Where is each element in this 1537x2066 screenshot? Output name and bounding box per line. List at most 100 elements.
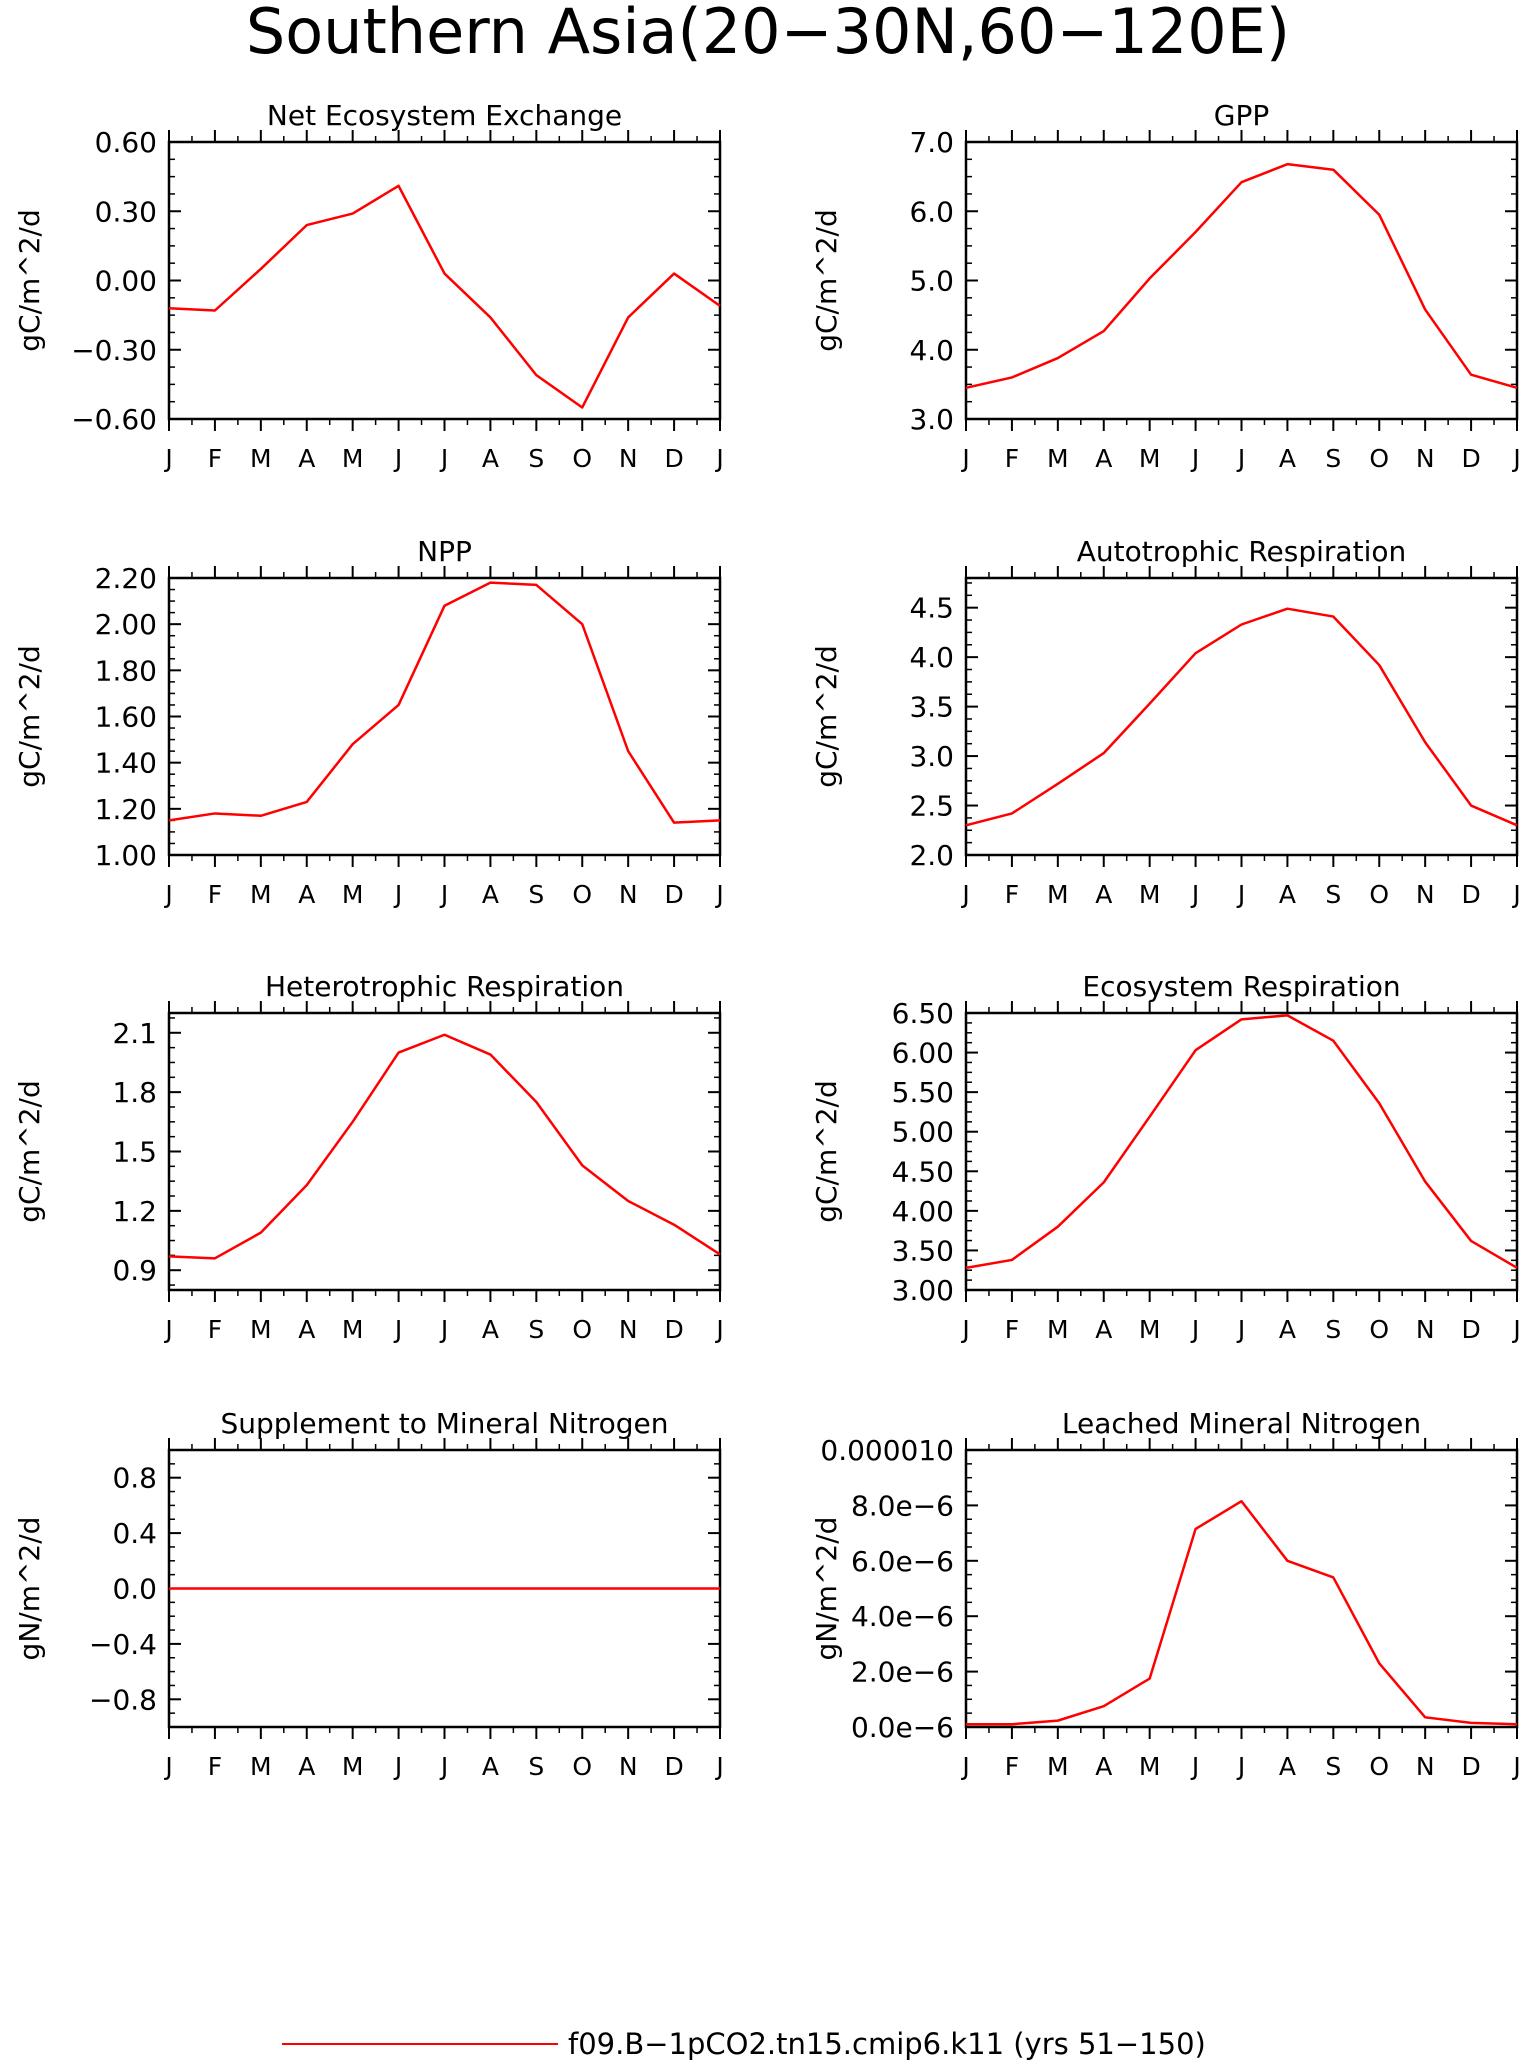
ecosystem-respiration-y-tick-label: 6.50: [892, 997, 954, 1030]
gpp-y-axis-label: gC/m^2/d: [810, 209, 843, 352]
net-ecosystem-exchange-x-tick-label: N: [619, 444, 638, 473]
heterotrophic-respiration-plot-frame: [167, 1011, 722, 1292]
npp-y-tick-label: 1.20: [95, 793, 157, 826]
gpp-y-tick-label: 4.0: [909, 334, 954, 367]
ecosystem-respiration-x-tick-label: A: [1095, 1315, 1112, 1344]
supplement-to-mineral-nitrogen-y-axis-label: gN/m^2/d: [13, 1517, 46, 1661]
leached-mineral-nitrogen-title: Leached Mineral Nitrogen: [1062, 1407, 1421, 1440]
leached-mineral-nitrogen-x-tick-label: A: [1279, 1752, 1296, 1781]
supplement-to-mineral-nitrogen-x-tick-label: F: [208, 1752, 222, 1781]
npp-x-tick-label: D: [664, 880, 683, 909]
net-ecosystem-exchange-x-tick-label: A: [298, 444, 315, 473]
leached-mineral-nitrogen-x-tick-label: J: [960, 1752, 969, 1781]
autotrophic-respiration-x-tick-label: A: [1095, 880, 1112, 909]
npp-y-tick-label: 1.80: [95, 654, 157, 687]
heterotrophic-respiration-series-line: [168, 1033, 721, 1260]
heterotrophic-respiration-x-tick-label: J: [439, 1315, 448, 1344]
ecosystem-respiration-plot-frame: [964, 1011, 1519, 1292]
ecosystem-respiration-x-tick-label: D: [1461, 1315, 1480, 1344]
autotrophic-respiration-y-tick-label: 2.0: [909, 839, 954, 872]
autotrophic-respiration-x-tick-label: D: [1461, 880, 1480, 909]
net-ecosystem-exchange-y-tick-label: 0.60: [95, 126, 157, 159]
heterotrophic-respiration-y-axis-label: gC/m^2/d: [13, 1080, 46, 1223]
supplement-to-mineral-nitrogen-title: Supplement to Mineral Nitrogen: [221, 1407, 669, 1440]
leached-mineral-nitrogen-x-tick-label: O: [1369, 1752, 1389, 1781]
leached-mineral-nitrogen-series-line: [966, 1499, 1518, 1726]
panel-autotrophic-respiration: J F M A M J J A S O N D J2.02.53.03.54.04.5Autotroph…: [810, 535, 1521, 909]
heterotrophic-respiration-x-tick-label: M: [250, 1315, 272, 1344]
supplement-to-mineral-nitrogen-x-tick-label: N: [619, 1752, 638, 1781]
ecosystem-respiration-y-tick-label: 6.00: [892, 1037, 954, 1070]
npp-x-tick-label: J: [439, 880, 448, 909]
panel-leached-mineral-nitrogen: J F M A M J J A S O N D J0.0e−62.0e−64.0e−66.0e−68.0…: [810, 1407, 1521, 1781]
autotrophic-respiration-x-tick-label: J: [1190, 880, 1199, 909]
npp-x-tick-label: N: [619, 880, 638, 909]
gpp-series-line: [965, 162, 1518, 390]
autotrophic-respiration-x-tick-label: M: [1139, 880, 1161, 909]
gpp-title: GPP: [1214, 99, 1269, 132]
gpp-y-tick-label: 3.0: [909, 403, 954, 436]
heterotrophic-respiration-x-tick-label: J: [393, 1315, 402, 1344]
leached-mineral-nitrogen-x-tick-label: J: [1236, 1752, 1245, 1781]
supplement-to-mineral-nitrogen-x-tick-label: J: [163, 1752, 172, 1781]
supplement-to-mineral-nitrogen-y-tick-label: −0.8: [89, 1683, 157, 1716]
npp-x-tick-label: A: [298, 880, 315, 909]
ecosystem-respiration-y-tick-label: 4.00: [892, 1195, 954, 1228]
net-ecosystem-exchange-x-tick-label: M: [342, 444, 364, 473]
leached-mineral-nitrogen-y-tick-label: 0.000010: [820, 1434, 954, 1467]
panel-ecosystem-respiration: J F M A M J J A S O N D J3.003.504.004.505.005.506.0…: [810, 970, 1521, 1344]
net-ecosystem-exchange-series-line: [168, 184, 721, 409]
gpp-y-tick-label: 7.0: [909, 126, 954, 159]
panel-npp: J F M A M J J A S O N D J1.001.201.401.601.802.002.2…: [13, 535, 724, 909]
net-ecosystem-exchange-x-tick-label: J: [714, 444, 723, 473]
leached-mineral-nitrogen-x-tick-label: J: [1190, 1752, 1199, 1781]
gpp-x-tick-label: J: [960, 444, 969, 473]
supplement-to-mineral-nitrogen-x-tick-label: A: [298, 1752, 315, 1781]
supplement-to-mineral-nitrogen-x-tick-label: D: [664, 1752, 683, 1781]
leached-mineral-nitrogen-x-tick-label: N: [1416, 1752, 1435, 1781]
ecosystem-respiration-y-axis-label: gC/m^2/d: [810, 1080, 843, 1223]
net-ecosystem-exchange-x-tick-label: S: [528, 444, 544, 473]
ecosystem-respiration-x-tick-label: N: [1416, 1315, 1435, 1344]
supplement-to-mineral-nitrogen-x-tick-label: J: [393, 1752, 402, 1781]
ecosystem-respiration-x-tick-label: J: [1190, 1315, 1199, 1344]
heterotrophic-respiration-y-tick-label: 2.1: [112, 1017, 157, 1050]
leached-mineral-nitrogen-x-tick-label: J: [1511, 1752, 1520, 1781]
net-ecosystem-exchange-x-tick-label: J: [393, 444, 402, 473]
gpp-x-tick-label: M: [1139, 444, 1161, 473]
supplement-to-mineral-nitrogen-y-tick-label: 0.0: [112, 1573, 157, 1606]
gpp-x-tick-label: J: [1236, 444, 1245, 473]
autotrophic-respiration-x-tick-label: J: [1236, 880, 1245, 909]
panel-heterotrophic-respiration: J F M A M J J A S O N D J0.91.21.51.82.1Heterotrophi…: [13, 970, 724, 1344]
ecosystem-respiration-y-tick-label: 5.50: [892, 1076, 954, 1109]
autotrophic-respiration-x-tick-label: F: [1005, 880, 1019, 909]
autotrophic-respiration-series-line: [965, 607, 1518, 827]
npp-x-tick-label: O: [572, 880, 592, 909]
net-ecosystem-exchange-x-tick-label: D: [664, 444, 683, 473]
heterotrophic-respiration-x-tick-label: M: [342, 1315, 364, 1344]
heterotrophic-respiration-x-tick-label: S: [528, 1315, 544, 1344]
gpp-y-tick-label: 5.0: [909, 265, 954, 298]
leached-mineral-nitrogen-y-tick-label: 6.0e−6: [851, 1545, 954, 1578]
heterotrophic-respiration-y-tick-label: 1.8: [112, 1076, 157, 1109]
ecosystem-respiration-x-tick-label: O: [1369, 1315, 1389, 1344]
leached-mineral-nitrogen-x-tick-label: S: [1325, 1752, 1341, 1781]
npp-y-tick-label: 2.00: [95, 608, 157, 641]
supplement-to-mineral-nitrogen-x-tick-label: S: [528, 1752, 544, 1781]
supplement-to-mineral-nitrogen-y-tick-label: 0.4: [112, 1517, 157, 1550]
heterotrophic-respiration-y-tick-label: 1.2: [112, 1195, 157, 1228]
npp-x-tick-label: F: [208, 880, 222, 909]
autotrophic-respiration-x-tick-label: A: [1279, 880, 1296, 909]
net-ecosystem-exchange-x-tick-label: M: [250, 444, 272, 473]
net-ecosystem-exchange-plot-frame: [167, 140, 722, 421]
autotrophic-respiration-plot-frame: [964, 576, 1519, 857]
page-title: Southern Asia(20−30N,60−120E): [246, 0, 1290, 68]
net-ecosystem-exchange-y-axis-label: gC/m^2/d: [13, 209, 46, 352]
gpp-x-tick-label: A: [1279, 444, 1296, 473]
autotrophic-respiration-x-tick-label: N: [1416, 880, 1435, 909]
autotrophic-respiration-x-tick-label: J: [1511, 880, 1520, 909]
heterotrophic-respiration-title: Heterotrophic Respiration: [265, 970, 624, 1003]
npp-x-tick-label: J: [163, 880, 172, 909]
ecosystem-respiration-y-tick-label: 5.00: [892, 1116, 954, 1149]
